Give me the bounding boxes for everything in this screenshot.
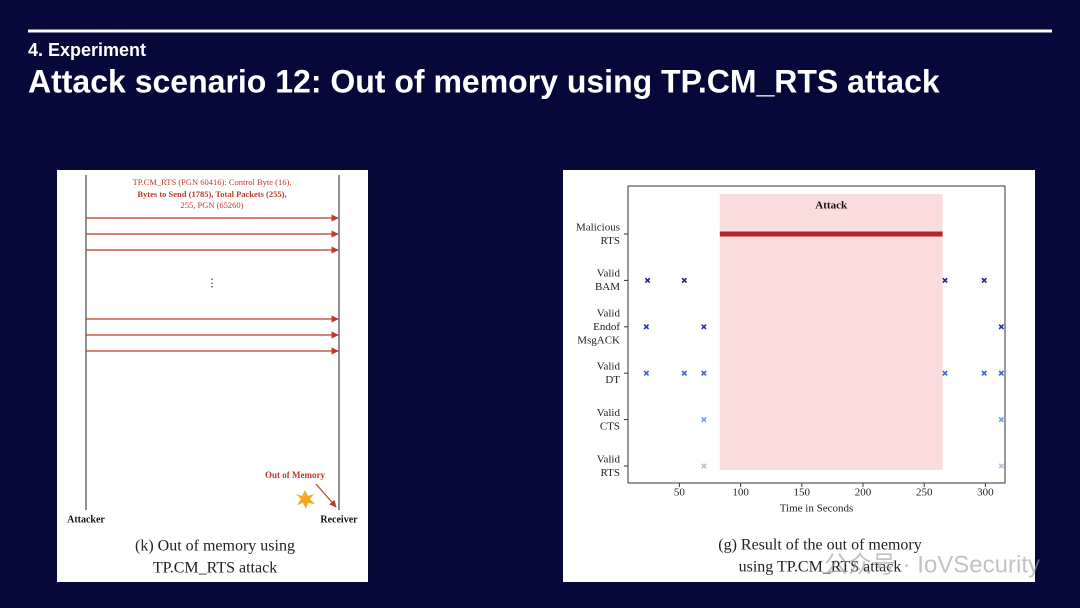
x-tick-label: 50 <box>674 487 686 499</box>
data-point <box>998 324 1005 330</box>
x-axis-label: Time in Seconds <box>780 503 854 515</box>
caption: (g) Result of the out of memory <box>718 537 922 554</box>
data-point <box>644 277 651 284</box>
x-tick-label: 100 <box>732 487 749 499</box>
out-of-memory-label: Out of Memory <box>265 470 325 480</box>
message-label: Bytes to Send (1785), Total Packets (255… <box>137 189 286 199</box>
y-tick-label: Valid DT <box>597 360 621 386</box>
pointer-arrow <box>315 483 337 508</box>
data-point <box>701 370 707 376</box>
data-point <box>942 277 948 284</box>
data-point <box>942 370 948 376</box>
explosion-icon <box>296 490 315 509</box>
ellipsis: ⋮ <box>207 278 218 290</box>
data-point <box>643 324 650 330</box>
data-point <box>998 463 1005 469</box>
x-tick-label: 200 <box>855 487 872 499</box>
y-tick-label: Valid CTS <box>597 406 621 432</box>
chart: Attack 50 100 150 200 250 300 Time in Seconds Ma… <box>576 185 1006 515</box>
data-point <box>998 370 1005 376</box>
data-point <box>701 324 707 330</box>
attack-label: Attack <box>815 200 848 212</box>
plot-frame <box>627 185 1006 484</box>
y-tick-label: Valid Endof MsgACK <box>577 307 620 346</box>
data-point <box>701 463 707 469</box>
message-arrows <box>86 214 339 355</box>
data-point <box>701 416 707 423</box>
caption: (k) Out of memory using <box>135 538 295 555</box>
caption: using TP.CM_RTS attack <box>739 559 902 576</box>
left-figure: TP.CM_RTS (PGN 60416): Control Byte (16)… <box>57 170 368 582</box>
data-point <box>981 277 987 284</box>
data-point <box>981 370 987 376</box>
message-label: TP.CM_RTS (PGN 60416): Control Byte (16)… <box>133 177 292 187</box>
x-tick-label: 250 <box>916 487 933 499</box>
section-label: 4. Experiment <box>28 40 146 60</box>
data-point <box>998 416 1005 423</box>
data-point <box>681 370 688 376</box>
attack-region <box>719 194 943 470</box>
figure-panel <box>57 170 368 582</box>
data-point <box>643 370 650 376</box>
slide-title: Attack scenario 12: Out of memory using … <box>28 63 940 99</box>
caption: TP.CM_RTS attack <box>153 560 277 577</box>
receiver-label: Receiver <box>320 514 358 525</box>
x-tick-label: 150 <box>794 487 811 499</box>
y-tick-label: Valid BAM <box>595 267 621 293</box>
message-label: 255, PGN (65260) <box>180 200 243 210</box>
sender-label: Attacker <box>67 514 105 525</box>
y-tick-label: Malicious RTS <box>576 221 620 247</box>
x-tick-label: 300 <box>977 487 994 499</box>
data-point <box>681 277 688 284</box>
watermark: 公众号 · IoVSecurity <box>824 551 1040 578</box>
y-tick-label: Valid RTS <box>597 453 621 479</box>
